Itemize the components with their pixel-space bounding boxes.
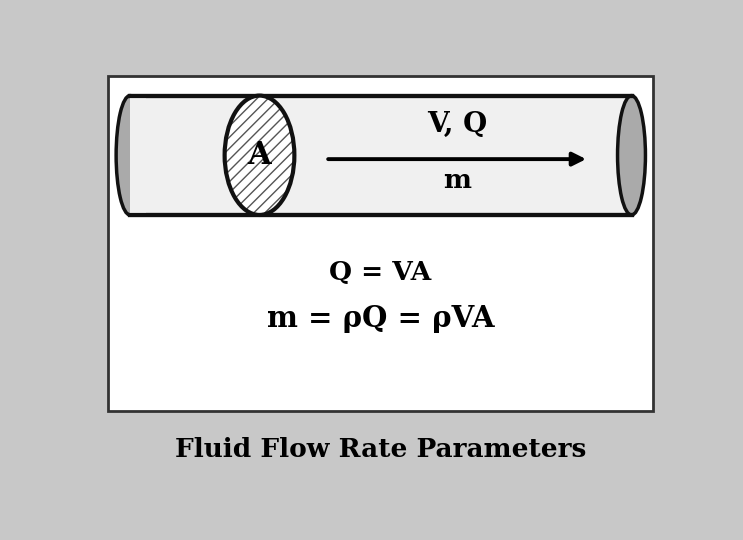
Text: Fluid Flow Rate Parameters: Fluid Flow Rate Parameters xyxy=(175,437,586,462)
Bar xyxy=(130,96,632,215)
Text: A: A xyxy=(247,140,271,171)
Text: Q = VA: Q = VA xyxy=(329,260,432,285)
Ellipse shape xyxy=(116,96,144,215)
Text: m = ρQ = ρVA: m = ρQ = ρVA xyxy=(267,305,494,333)
Text: m: m xyxy=(443,168,471,193)
Text: V, Q: V, Q xyxy=(427,111,487,138)
Bar xyxy=(108,76,653,411)
Ellipse shape xyxy=(224,96,294,215)
Ellipse shape xyxy=(617,96,646,215)
Bar xyxy=(130,96,146,215)
